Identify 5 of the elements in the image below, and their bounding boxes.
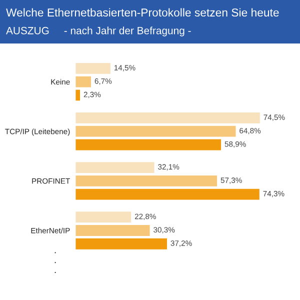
chart-title: Welche Ethernetbasierten-Protokolle setzen Sie heute — [6, 8, 279, 17]
text: · — [54, 262, 56, 264]
chart-subtitle: AUSZUG - nach Jahr der Befragung - — [6, 26, 191, 36]
text: · — [54, 272, 56, 274]
text: · — [54, 252, 56, 254]
